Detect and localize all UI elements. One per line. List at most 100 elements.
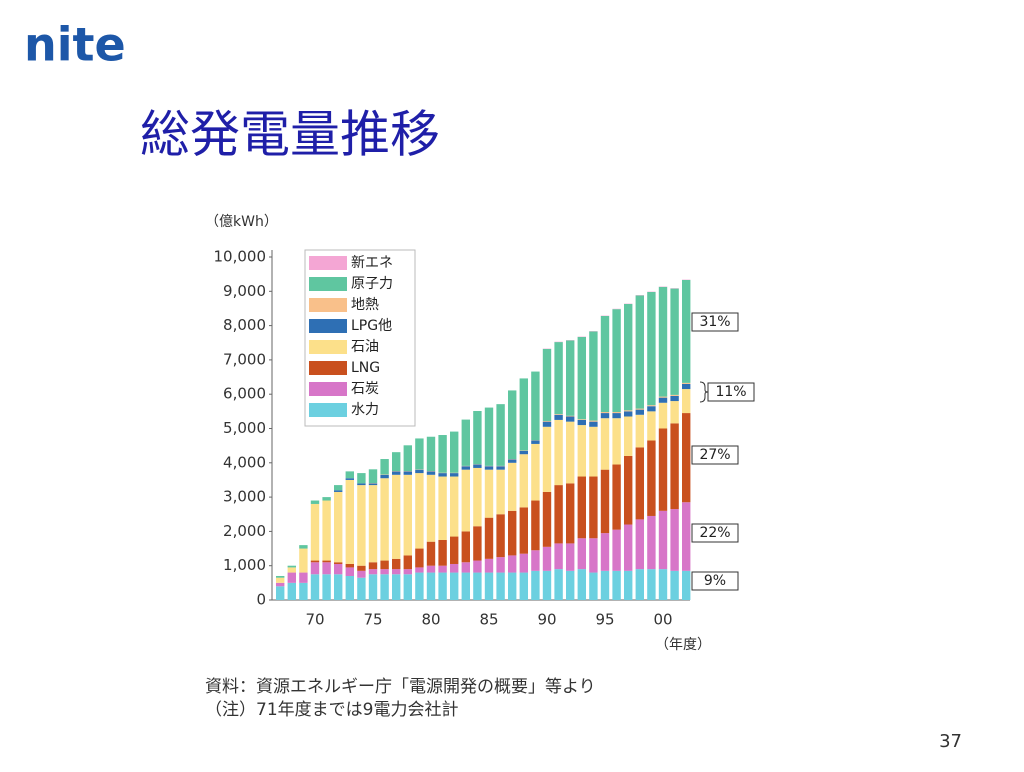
bar-segment — [334, 574, 342, 600]
bar-segment — [427, 542, 435, 566]
bar-segment — [357, 483, 365, 485]
bar-segment — [612, 418, 620, 464]
bar-segment — [659, 429, 667, 511]
bar-segment — [531, 444, 539, 501]
bar-segment — [322, 562, 330, 574]
bar-segment — [543, 547, 551, 571]
bar-segment — [346, 576, 354, 600]
bar-segment — [392, 574, 400, 600]
bar-segment — [612, 413, 620, 418]
bar-segment — [601, 413, 609, 418]
bar-segment — [624, 304, 632, 410]
bar-segment — [670, 423, 678, 509]
bar-segment — [311, 501, 319, 504]
bar-segment — [543, 571, 551, 600]
bar-segment — [531, 571, 539, 600]
bar-segment — [566, 483, 574, 543]
footnote: （注）71年度までは9電力会社計 — [205, 700, 458, 720]
bar-segment — [682, 384, 690, 389]
bar-segment — [450, 477, 458, 537]
bar-segment — [508, 511, 516, 556]
bar-segment — [299, 573, 307, 583]
bar-segment — [369, 574, 377, 600]
share-label: 27% — [699, 447, 730, 463]
bar-segment — [578, 477, 586, 539]
legend-swatch — [309, 361, 347, 375]
bar-segment — [520, 554, 528, 573]
bar-segment — [589, 421, 597, 422]
share-label: 31% — [699, 314, 730, 330]
bar-segment — [288, 566, 296, 568]
bar-segment — [438, 566, 446, 573]
legend-swatch — [309, 403, 347, 417]
share-label: 11% — [715, 384, 746, 400]
bar-segment — [566, 416, 574, 421]
bar-segment — [369, 562, 377, 569]
bar-segment — [508, 459, 516, 462]
bar-segment — [682, 389, 690, 413]
x-tick-label: 95 — [595, 611, 614, 629]
y-tick-label: 4,000 — [223, 453, 266, 471]
legend-label: 水力 — [351, 402, 379, 418]
x-tick-label: 75 — [363, 611, 382, 629]
bar-segment — [404, 475, 412, 556]
bar-segment — [485, 470, 493, 518]
y-tick-label: 5,000 — [223, 419, 266, 437]
bar-segment — [647, 516, 655, 569]
y-tick-label: 8,000 — [223, 316, 266, 334]
bar-segment — [380, 475, 388, 478]
bar-segment — [589, 538, 597, 572]
legend-label: 新エネ — [351, 255, 393, 271]
bar-segment — [311, 574, 319, 600]
legend-label: 原子力 — [351, 276, 393, 292]
bar-segment — [462, 573, 470, 600]
bar-segment — [589, 573, 597, 600]
bar-segment — [392, 471, 400, 474]
bar-segment — [404, 445, 412, 471]
bar-segment — [346, 567, 354, 576]
bar-segment — [543, 492, 551, 547]
bar-segment — [288, 567, 296, 572]
bar-segment — [543, 422, 551, 427]
bar-segment — [380, 478, 388, 560]
bar-segment — [601, 316, 609, 412]
bar-segment — [485, 408, 493, 466]
y-tick-label: 2,000 — [223, 522, 266, 540]
bar-segment — [520, 573, 528, 600]
bar-segment — [276, 578, 284, 583]
bar-segment — [531, 372, 539, 441]
x-tick-label: 80 — [421, 611, 440, 629]
bar-segment — [682, 383, 690, 384]
legend-swatch — [309, 382, 347, 396]
bar-segment — [520, 451, 528, 454]
bar-segment — [334, 490, 342, 492]
bar-segment — [659, 511, 667, 569]
bar-segment — [392, 569, 400, 574]
bar-segment — [357, 485, 365, 566]
bar-segment — [485, 559, 493, 573]
bar-segment — [520, 454, 528, 507]
bar-segment — [682, 571, 690, 600]
bar-segment — [647, 405, 655, 406]
bar-segment — [415, 473, 423, 548]
bar-segment — [415, 470, 423, 473]
bar-segment — [647, 292, 655, 405]
slide-title: 総発電量推移 — [140, 106, 440, 164]
bar-segment — [462, 466, 470, 469]
bar-segment — [415, 438, 423, 469]
legend-swatch — [309, 319, 347, 333]
bar-segment — [299, 545, 307, 548]
bar-segment — [554, 420, 562, 485]
bar-segment — [578, 419, 586, 420]
bar-segment — [462, 420, 470, 466]
bar-segment — [670, 401, 678, 423]
bar-segment — [647, 406, 655, 411]
bar-segment — [659, 398, 667, 403]
x-tick-label: 90 — [537, 611, 556, 629]
y-tick-label: 0 — [256, 591, 266, 609]
legend-label: 石油 — [351, 339, 379, 355]
bar-segment — [334, 564, 342, 574]
bar-segment — [438, 477, 446, 540]
bar-segment — [589, 422, 597, 427]
